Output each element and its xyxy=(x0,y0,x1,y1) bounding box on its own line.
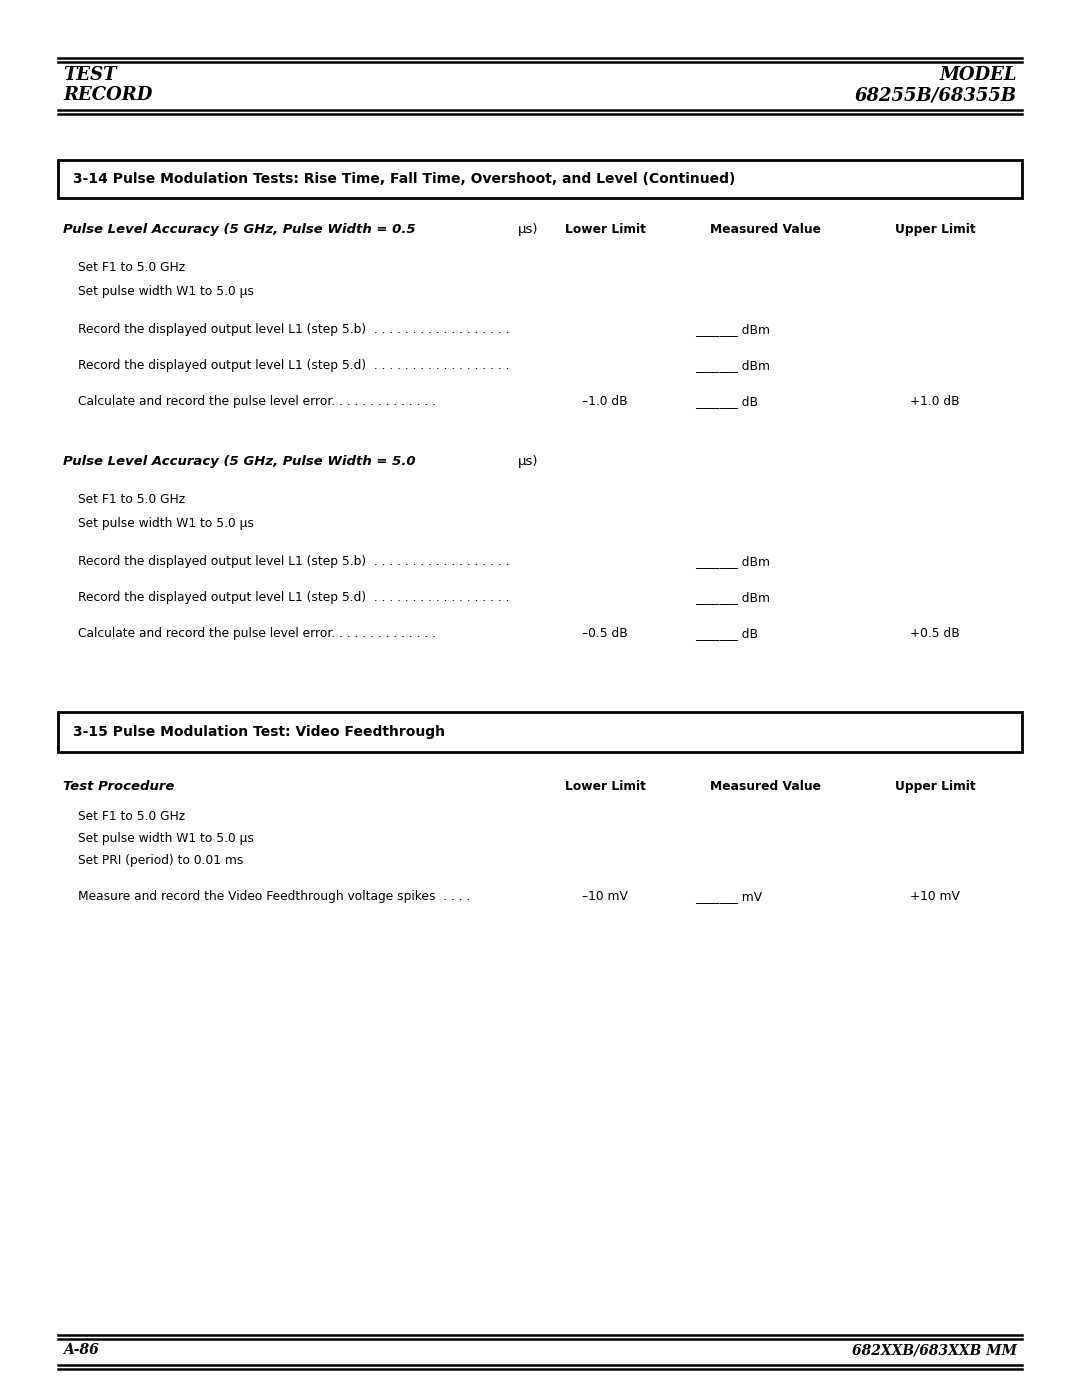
Text: Calculate and record the pulse level error. . . . . . . . . . . . . .: Calculate and record the pulse level err… xyxy=(78,627,436,640)
Text: Measure and record the Video Feedthrough voltage spikes  . . . .: Measure and record the Video Feedthrough… xyxy=(78,890,471,902)
Text: Set F1 to 5.0 GHz: Set F1 to 5.0 GHz xyxy=(78,810,185,823)
Text: –1.0 dB: –1.0 dB xyxy=(582,395,627,408)
Text: Measured Value: Measured Value xyxy=(710,780,821,793)
Text: Record the displayed output level L1 (step 5.d)  . . . . . . . . . . . . . . . .: Record the displayed output level L1 (st… xyxy=(78,359,510,372)
Text: 3-15 Pulse Modulation Test: Video Feedthrough: 3-15 Pulse Modulation Test: Video Feedth… xyxy=(73,725,445,739)
Text: Set pulse width W1 to 5.0 μs: Set pulse width W1 to 5.0 μs xyxy=(78,833,254,845)
Text: Set F1 to 5.0 GHz: Set F1 to 5.0 GHz xyxy=(78,261,185,274)
Text: _______ dBm: _______ dBm xyxy=(696,323,770,337)
Text: +1.0 dB: +1.0 dB xyxy=(910,395,960,408)
Text: Lower Limit: Lower Limit xyxy=(565,780,646,793)
Text: μs): μs) xyxy=(518,455,539,468)
Text: _______ dBm: _______ dBm xyxy=(696,359,770,372)
Text: Record the displayed output level L1 (step 5.b)  . . . . . . . . . . . . . . . .: Record the displayed output level L1 (st… xyxy=(78,555,510,569)
Text: Pulse Level Accuracy (5 GHz, Pulse Width = 5.0: Pulse Level Accuracy (5 GHz, Pulse Width… xyxy=(63,455,420,468)
Text: _______ mV: _______ mV xyxy=(696,890,762,902)
Text: Record the displayed output level L1 (step 5.d)  . . . . . . . . . . . . . . . .: Record the displayed output level L1 (st… xyxy=(78,591,510,604)
Text: Pulse Level Accuracy (5 GHz, Pulse Width = 0.5: Pulse Level Accuracy (5 GHz, Pulse Width… xyxy=(63,224,420,236)
Bar xyxy=(58,161,1022,198)
Text: Measured Value: Measured Value xyxy=(710,224,821,236)
Text: Set pulse width W1 to 5.0 μs: Set pulse width W1 to 5.0 μs xyxy=(78,517,254,529)
Text: TEST: TEST xyxy=(63,66,117,84)
Text: μs): μs) xyxy=(518,224,539,236)
Text: RECORD: RECORD xyxy=(63,87,152,103)
Text: MODEL: MODEL xyxy=(940,66,1017,84)
Text: A-86: A-86 xyxy=(63,1343,98,1356)
Text: +0.5 dB: +0.5 dB xyxy=(910,627,960,640)
Text: _______ dBm: _______ dBm xyxy=(696,555,770,569)
Text: _______ dBm: _______ dBm xyxy=(696,591,770,604)
Text: 682XXB/683XXB MM: 682XXB/683XXB MM xyxy=(852,1343,1017,1356)
Bar xyxy=(58,712,1022,752)
Text: Set F1 to 5.0 GHz: Set F1 to 5.0 GHz xyxy=(78,493,185,506)
Text: 68255B/68355B: 68255B/68355B xyxy=(855,87,1017,103)
Text: Upper Limit: Upper Limit xyxy=(894,780,975,793)
Text: Test Procedure: Test Procedure xyxy=(63,780,174,793)
Text: Set pulse width W1 to 5.0 μs: Set pulse width W1 to 5.0 μs xyxy=(78,285,254,298)
Text: Record the displayed output level L1 (step 5.b)  . . . . . . . . . . . . . . . .: Record the displayed output level L1 (st… xyxy=(78,323,510,337)
Text: Set PRI (period) to 0.01 ms: Set PRI (period) to 0.01 ms xyxy=(78,854,243,868)
Text: _______ dB: _______ dB xyxy=(696,627,758,640)
Text: 3-14 Pulse Modulation Tests: Rise Time, Fall Time, Overshoot, and Level (Continu: 3-14 Pulse Modulation Tests: Rise Time, … xyxy=(73,172,735,186)
Text: Upper Limit: Upper Limit xyxy=(894,224,975,236)
Text: Calculate and record the pulse level error. . . . . . . . . . . . . .: Calculate and record the pulse level err… xyxy=(78,395,436,408)
Text: +10 mV: +10 mV xyxy=(910,890,960,902)
Text: _______ dB: _______ dB xyxy=(696,395,758,408)
Text: Lower Limit: Lower Limit xyxy=(565,224,646,236)
Text: –10 mV: –10 mV xyxy=(582,890,627,902)
Text: –0.5 dB: –0.5 dB xyxy=(582,627,627,640)
